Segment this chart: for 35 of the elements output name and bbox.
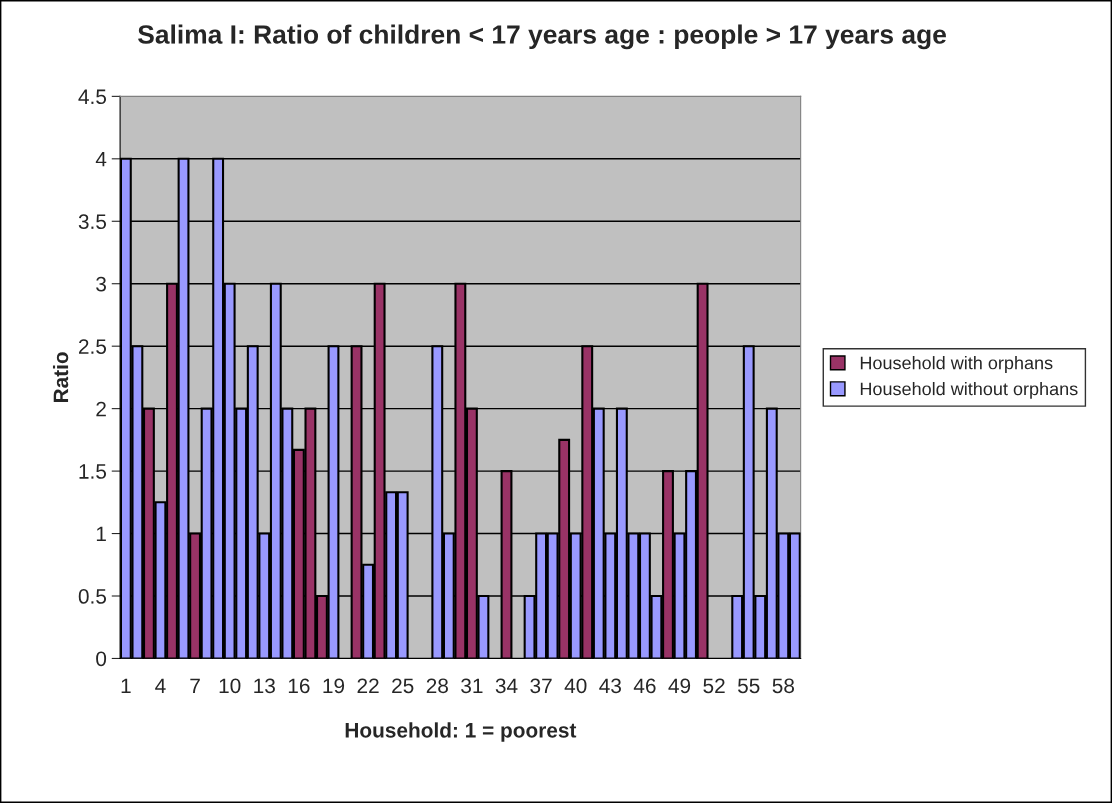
x-tick-label: 10 xyxy=(219,678,241,694)
y-tick-label: 2 xyxy=(96,401,106,417)
y-tick-label: 0.5 xyxy=(78,589,107,604)
y-tick-label: 1 xyxy=(96,526,106,542)
y-axis-title: Ratio xyxy=(52,352,69,403)
x-tick-label: 31 xyxy=(461,678,483,694)
x-tick-label: 22 xyxy=(357,678,379,693)
x-tick-label: 52 xyxy=(703,678,725,694)
x-tick-label: 13 xyxy=(254,678,275,694)
x-tick-label: 28 xyxy=(426,678,448,694)
x-tick-label: 46 xyxy=(633,678,656,694)
x-tick-label: 19 xyxy=(323,678,345,694)
x-tick-label: 49 xyxy=(668,678,691,694)
y-tick-label: 2.5 xyxy=(78,339,107,354)
x-axis-title: Household: 1 = poorest xyxy=(345,722,577,742)
x-tick-label: 25 xyxy=(392,678,414,694)
x-tick-label: 43 xyxy=(599,678,621,694)
y-tick-label: 4 xyxy=(95,152,107,167)
y-tick-label: 3 xyxy=(96,276,106,292)
x-tick-label: 58 xyxy=(772,678,795,694)
x-tick-label: 37 xyxy=(530,678,552,694)
x-tick-label: 7 xyxy=(190,678,200,693)
y-tick-label: 0 xyxy=(96,651,107,667)
x-tick-label: 55 xyxy=(737,678,760,694)
x-tick-label: 1 xyxy=(121,678,131,693)
x-tick-label: 16 xyxy=(288,678,310,694)
y-tick-label: 3.5 xyxy=(78,214,107,230)
x-tick-label: 34 xyxy=(495,678,518,694)
y-tick-label: 4.5 xyxy=(78,89,107,105)
legend-label: Household with orphans xyxy=(860,356,1053,373)
chart-title: Salima I: Ratio of children < 17 years age : people > 17 years age xyxy=(138,24,946,50)
x-tick-label: 40 xyxy=(564,678,587,694)
x-tick-label: 4 xyxy=(155,678,166,693)
y-tick-label: 1.5 xyxy=(79,464,107,479)
legend-label: Household without orphans xyxy=(860,382,1078,399)
